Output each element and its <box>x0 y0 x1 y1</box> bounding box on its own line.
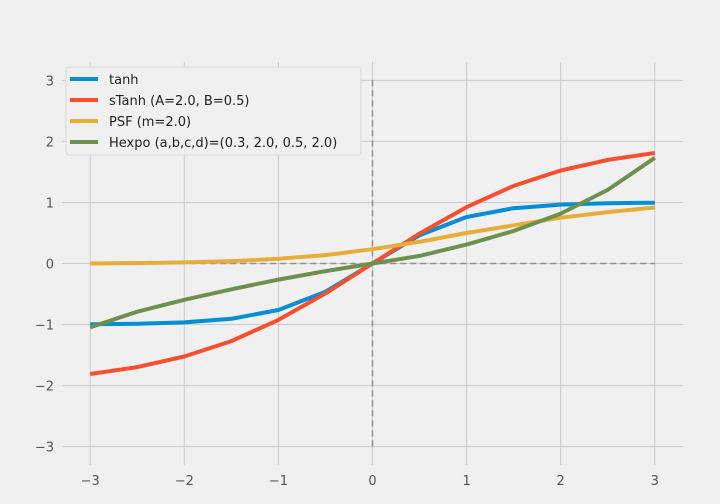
y-tick-label: 0 <box>46 258 54 273</box>
x-axis-ticks: −3 −2 −1 0 1 2 3 <box>81 474 659 489</box>
x-tick-label: −1 <box>269 474 288 489</box>
legend-label-3: Hexpo (a,b,c,d)=(0.3, 2.0, 0.5, 2.0) <box>109 136 337 151</box>
series-group <box>89 151 656 376</box>
y-axis-ticks: −3 −2 −1 0 1 2 3 <box>35 74 54 455</box>
legend-box <box>65 66 362 156</box>
y-tick-label: −1 <box>35 319 54 334</box>
x-tick-label: 0 <box>368 474 376 489</box>
x-tick-label: −3 <box>81 474 100 489</box>
legend-label-2: PSF (m=2.0) <box>109 115 191 130</box>
y-tick-label: 1 <box>46 196 54 211</box>
legend-label-0: tanh <box>109 73 139 88</box>
x-tick-label: 1 <box>462 474 470 489</box>
series-line-3 <box>89 156 656 330</box>
x-tick-label: 3 <box>651 474 659 489</box>
legend: tanh sTanh (A=2.0, B=0.5) PSF (m=2.0) Hexpo… <box>65 66 362 156</box>
y-tick-label: −3 <box>35 441 54 456</box>
x-tick-label: 2 <box>557 474 565 489</box>
legend-label-1: sTanh (A=2.0, B=0.5) <box>109 94 250 109</box>
y-tick-label: 2 <box>46 135 54 150</box>
y-tick-label: 3 <box>46 74 54 89</box>
y-tick-label: −2 <box>35 380 54 395</box>
x-tick-label: −2 <box>175 474 194 489</box>
series-line-2 <box>90 205 655 266</box>
